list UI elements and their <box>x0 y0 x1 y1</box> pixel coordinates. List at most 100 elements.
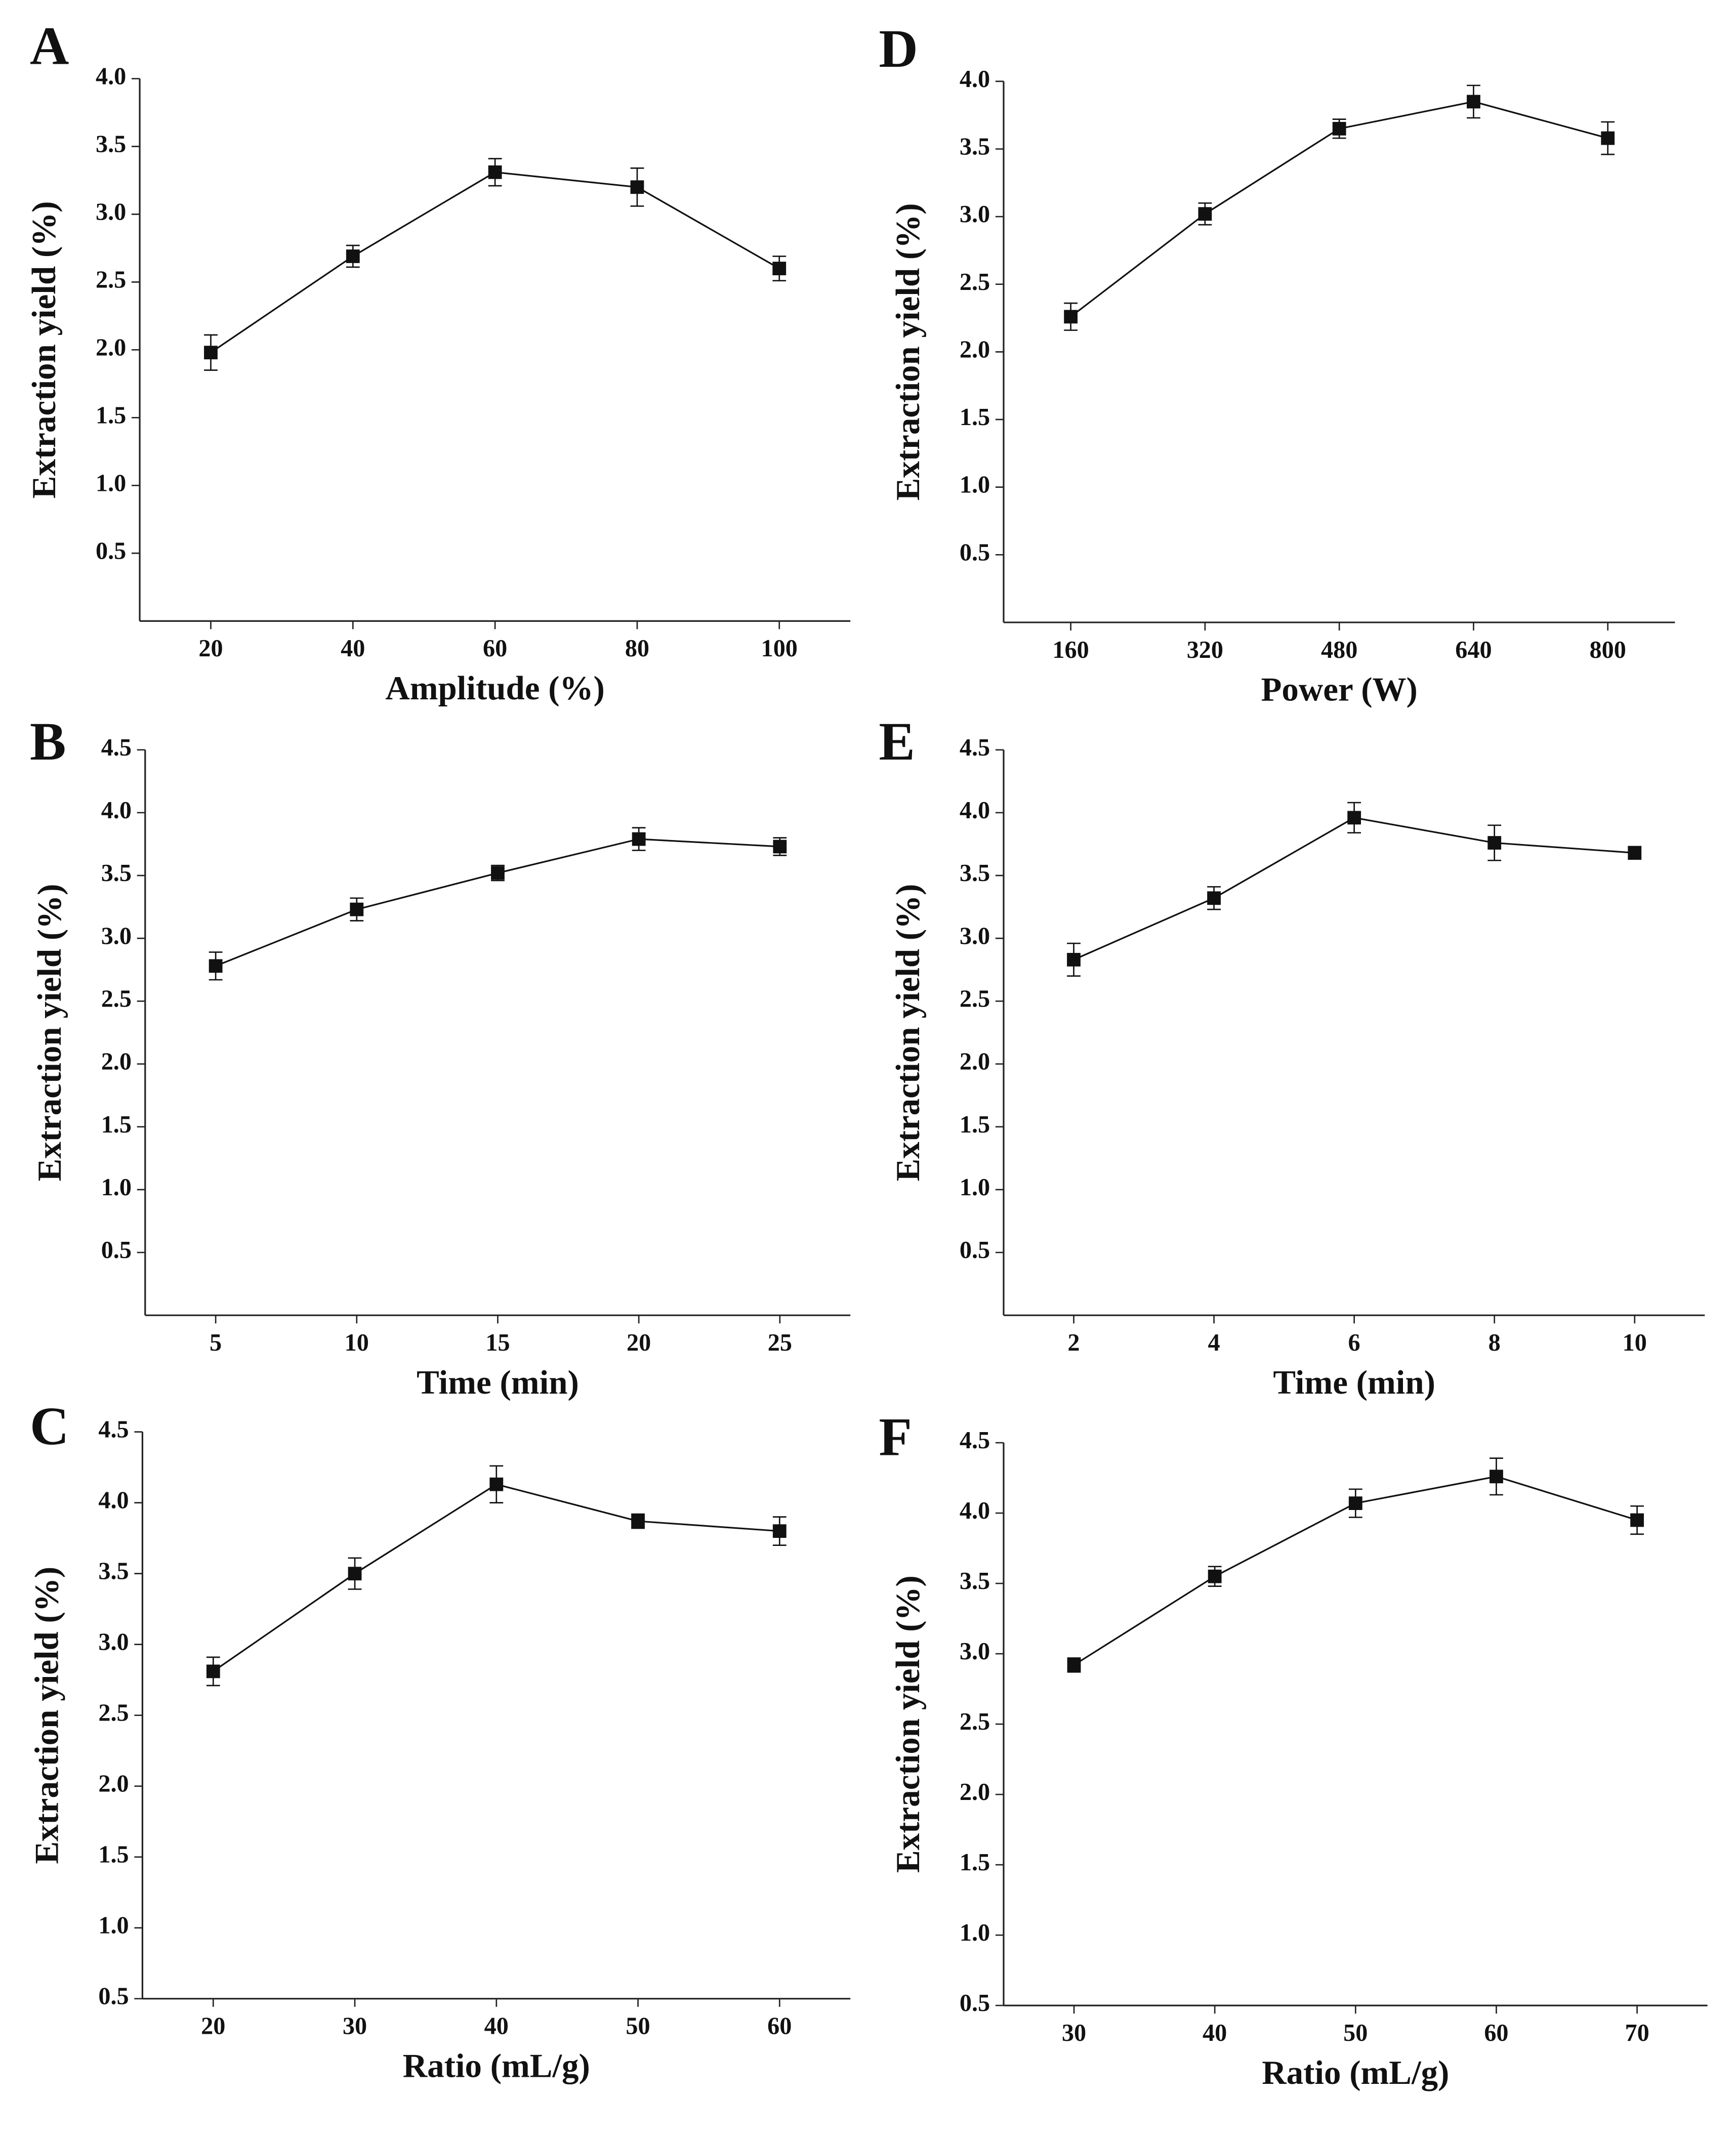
marker <box>350 902 364 916</box>
marker <box>1207 891 1221 905</box>
marker <box>773 840 787 854</box>
y-tick-label: 1.5 <box>960 404 990 431</box>
y-axis-label: Extraction yield (%) <box>25 201 63 498</box>
y-tick-label: 4.5 <box>960 1427 990 1454</box>
y-tick-label: 0.5 <box>96 537 126 564</box>
panel-label: E <box>879 711 915 772</box>
y-tick-label: 4.5 <box>101 734 132 761</box>
marker <box>630 180 644 194</box>
x-tick-label: 800 <box>1590 637 1626 663</box>
marker <box>772 262 787 275</box>
marker <box>206 1664 220 1679</box>
y-tick-label: 1.0 <box>960 472 990 498</box>
x-tick-label: 6 <box>1348 1329 1360 1356</box>
y-tick-label: 3.0 <box>960 201 990 228</box>
marker <box>1332 121 1346 136</box>
x-tick-label: 40 <box>1203 2020 1227 2046</box>
marker <box>1348 1496 1362 1511</box>
y-tick-label: 2.0 <box>960 336 990 363</box>
y-tick-label: 3.0 <box>98 1629 129 1656</box>
y-tick-label: 2.0 <box>96 334 126 361</box>
marker <box>1490 1470 1503 1484</box>
marker <box>489 1477 504 1491</box>
x-tick-label: 5 <box>210 1329 222 1356</box>
y-tick-label: 1.5 <box>960 1111 990 1138</box>
x-tick-label: 20 <box>627 1329 651 1356</box>
y-tick-label: 4.0 <box>98 1487 129 1514</box>
x-tick-label: 160 <box>1052 637 1089 663</box>
marker <box>346 249 360 263</box>
marker <box>1467 95 1480 109</box>
y-tick-label: 4.0 <box>101 797 132 824</box>
y-tick-label: 3.0 <box>960 1638 990 1665</box>
y-tick-label: 4.5 <box>98 1416 129 1443</box>
y-tick-label: 2.5 <box>960 1708 990 1735</box>
marker <box>209 959 223 973</box>
y-tick-label: 2.0 <box>101 1049 132 1075</box>
panel-label: C <box>30 1396 69 1456</box>
y-tick-label: 3.5 <box>960 1568 990 1595</box>
y-tick-label: 4.0 <box>960 1497 990 1524</box>
marker <box>1198 207 1212 221</box>
y-tick-label: 1.5 <box>96 402 126 429</box>
y-tick-label: 1.0 <box>101 1174 132 1201</box>
series <box>209 827 787 981</box>
line <box>213 1483 780 1672</box>
y-tick-label: 3.5 <box>960 133 990 160</box>
y-tick-label: 1.5 <box>960 1849 990 1876</box>
y-tick-label: 1.5 <box>98 1841 129 1868</box>
y-tick-label: 2.0 <box>98 1771 129 1797</box>
y-tick-label: 3.0 <box>101 923 132 949</box>
line <box>210 171 780 354</box>
y-tick-label: 3.0 <box>96 198 126 225</box>
y-tick-label: 1.0 <box>960 1919 990 1946</box>
marker <box>631 1514 645 1528</box>
y-tick-label: 4.0 <box>960 66 990 93</box>
y-tick-label: 4.0 <box>960 797 990 824</box>
series <box>1067 802 1642 977</box>
x-tick-label: 10 <box>1623 1329 1647 1356</box>
y-tick-label: 3.0 <box>960 923 990 949</box>
y-tick-label: 3.5 <box>960 860 990 887</box>
y-axis-label: Extraction yield (%) <box>28 1567 66 1864</box>
marker <box>632 832 646 846</box>
marker <box>491 866 505 880</box>
x-axis-label: Time (min) <box>1273 1364 1435 1401</box>
panel-label: A <box>30 16 69 76</box>
y-tick-label: 0.5 <box>960 539 990 566</box>
y-tick-label: 0.5 <box>98 1983 129 2010</box>
x-tick-label: 50 <box>1343 2020 1368 2046</box>
y-axis-label: Extraction yield (%) <box>889 1575 927 1873</box>
line <box>215 838 780 967</box>
x-tick-label: 320 <box>1187 637 1223 663</box>
x-tick-label: 60 <box>767 2013 792 2040</box>
y-tick-label: 3.5 <box>98 1558 129 1585</box>
x-axis-label: Amplitude (%) <box>385 669 604 707</box>
x-tick-label: 4 <box>1208 1329 1220 1356</box>
y-axis-label: Extraction yield (%) <box>889 884 927 1182</box>
x-tick-label: 20 <box>201 2013 225 2040</box>
y-axis-label: Extraction yield (%) <box>889 203 927 500</box>
x-tick-label: 60 <box>483 635 507 662</box>
marker <box>772 1524 787 1538</box>
y-tick-label: 3.5 <box>96 131 126 157</box>
x-tick-label: 30 <box>1062 2020 1086 2046</box>
x-tick-label: 40 <box>484 2013 509 2040</box>
x-axis-label: Ratio (mL/g) <box>403 2047 590 2084</box>
y-tick-label: 2.5 <box>960 269 990 296</box>
x-tick-label: 60 <box>1484 2020 1508 2046</box>
marker <box>348 1567 362 1581</box>
y-tick-label: 0.5 <box>960 1237 990 1264</box>
x-tick-label: 10 <box>345 1329 369 1356</box>
series <box>1064 85 1615 331</box>
series <box>1067 1457 1644 1673</box>
panel-label: D <box>879 19 918 79</box>
y-tick-label: 4.0 <box>96 63 126 90</box>
y-tick-label: 2.5 <box>960 985 990 1012</box>
y-tick-label: 1.0 <box>960 1174 990 1201</box>
y-axis-label: Extraction yield (%) <box>31 884 68 1182</box>
y-tick-label: 1.0 <box>96 470 126 496</box>
y-tick-label: 1.0 <box>98 1912 129 1939</box>
x-tick-label: 15 <box>485 1329 510 1356</box>
y-tick-label: 3.5 <box>101 860 132 887</box>
